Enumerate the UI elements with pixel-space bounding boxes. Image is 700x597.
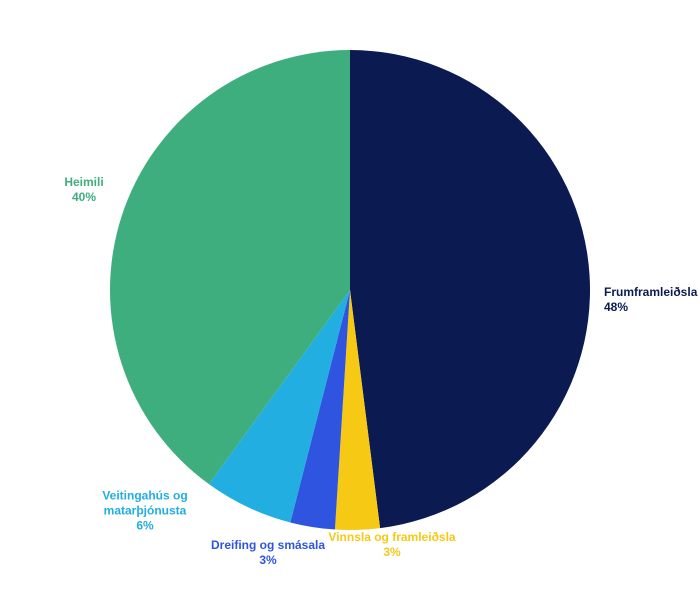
pie-chart: Frumframleiðsla 48%Vinnsla og framleiðsl… (0, 0, 700, 597)
pie-slice (350, 50, 590, 528)
pie-svg (0, 0, 700, 597)
